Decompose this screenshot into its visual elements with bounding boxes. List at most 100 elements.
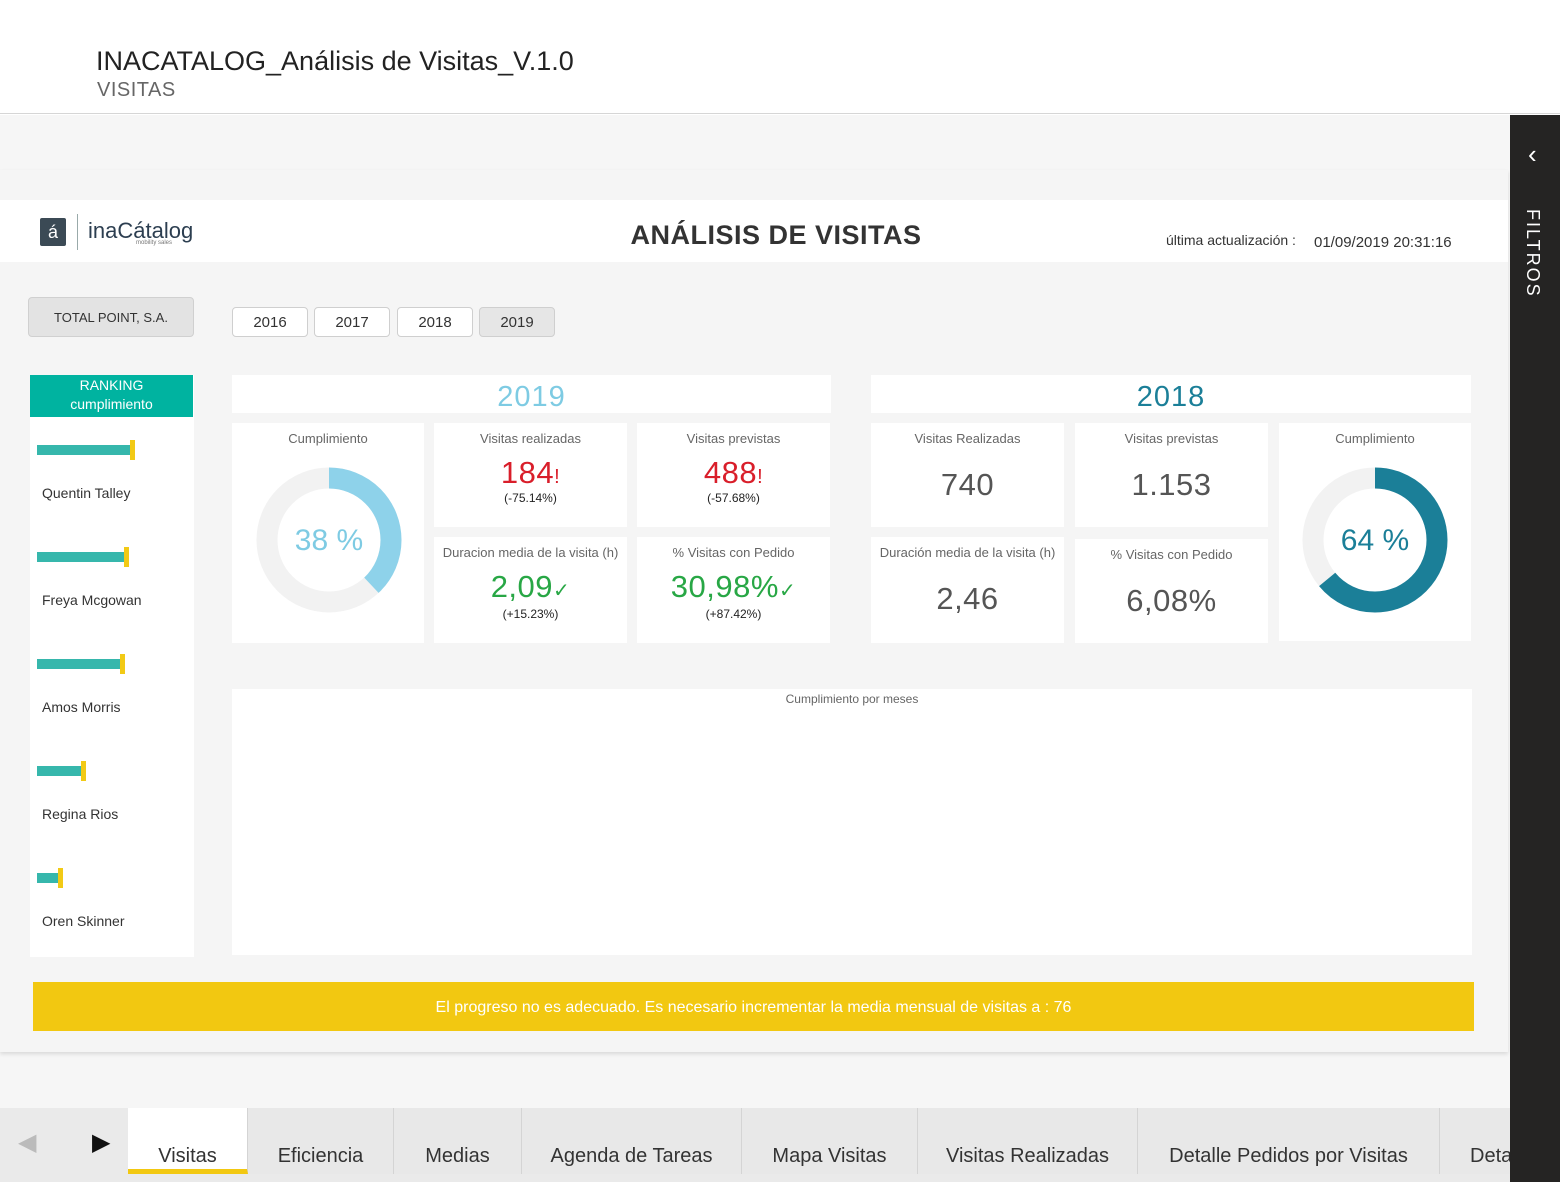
tab-visitas-realizadas[interactable]: Visitas Realizadas [918,1108,1138,1174]
ranking-target-marker [124,547,129,567]
year-slicer-2019[interactable]: 2019 [479,307,555,337]
filters-label: FILTROS [1523,209,1543,298]
pedido-2018-card: % Visitas con Pedido 6,08% [1075,539,1268,643]
ranking-target-marker [120,654,125,674]
kpi-change: (-75.14%) [504,491,557,505]
year-slicer-2017[interactable]: 2017 [314,307,390,337]
progress-alert-banner: El progreso no es adecuado. Es necesario… [33,982,1474,1031]
ranking-item[interactable]: Regina Rios [30,761,194,866]
year-slicer-2016[interactable]: 2016 [232,307,308,337]
kpi-value: 2,09 [490,569,554,604]
cumplimiento-2019-card: Cumplimiento 38 % [232,423,424,643]
kpi-value: 30,98% [670,569,779,604]
triangle-left-icon[interactable]: ◀ [18,1129,37,1156]
ranking-target-marker [58,868,63,888]
ranking-name: Freya Mcgowan [42,592,142,608]
card-label: Visitas previstas [686,431,781,446]
ranking-name: Regina Rios [42,806,119,822]
ranking-bar [37,766,81,776]
ranking-item[interactable]: Freya Mcgowan [30,547,194,652]
report-header-band [0,200,1508,262]
report-file-title: INACATALOG_Análisis de Visitas_V.1.0 [96,46,574,76]
ranking-name: Amos Morris [42,699,121,715]
card-label: Cumplimiento [288,431,368,446]
card-label: % Visitas con Pedido [1110,547,1233,562]
app-header: INACATALOG_Análisis de Visitas_V.1.0 VIS… [0,0,1560,114]
brand-name: inaCátalog [88,218,194,243]
ranking-target-marker [81,761,86,781]
card-label: Cumplimiento [1335,431,1415,446]
donut-2019: 38 % [256,467,402,613]
kpi-value: 740 [940,467,995,502]
page-subtitle: VISITAS [97,79,176,101]
ranking-name: Oren Skinner [42,913,125,929]
duracion-2018-card: Duración media de la visita (h) 2,46 [871,537,1064,643]
tab-eficiencia[interactable]: Eficiencia [248,1108,394,1174]
year-2019-header: 2019 [232,375,831,413]
ranking-name: Quentin Talley [42,485,131,501]
ranking-bar [37,659,120,669]
ranking-bar [37,445,130,455]
kpi-change: (+87.42%) [705,607,762,621]
ranking-bar [37,873,58,883]
kpi-value: 2,46 [936,581,999,616]
tab-medias[interactable]: Medias [394,1108,522,1174]
check-icon: ✓ [778,580,797,602]
kpi-value: 6,08% [1126,583,1217,618]
filters-pane[interactable]: ‹ FILTROS [1510,115,1560,1182]
visitas-previstas-2018-card: Visitas previstas 1.153 [1075,423,1268,527]
ranking-header: RANKING cumplimiento [30,375,193,417]
donut-value: 38 % [295,524,363,557]
ranking-bar [37,552,124,562]
page-tabs-bar: ◀ ▶ Visitas Eficiencia Medias Agenda de … [0,1108,1510,1182]
last-update-value: 01/09/2019 20:31:16 [1314,234,1452,251]
kpi-change: (-57.68%) [707,491,760,505]
visitas-previstas-2019-card: Visitas previstas 488! (-57.68%) [637,423,830,527]
cumplimiento-2018-card: Cumplimiento 64 % [1279,423,1471,641]
card-label: Visitas Realizadas [914,431,1021,446]
card-label: Visitas realizadas [480,431,581,446]
chart-title: Cumplimiento por meses [785,692,919,706]
tab-detalle-truncated[interactable]: Deta [1440,1108,1510,1174]
report-title: ANÁLISIS DE VISITAS [630,220,922,250]
donut-arc [1302,467,1448,613]
monthly-chart: Cumplimiento por meses 050100EneFebMarAb… [232,689,1472,955]
duracion-2019-card: Duracion media de la visita (h) 2,09✓ (+… [434,537,627,643]
kpi-value: 1.153 [1131,467,1212,502]
last-update-label: última actualización : [1166,232,1296,248]
card-label: Duracion media de la visita (h) [442,545,619,560]
triangle-right-icon[interactable]: ▶ [92,1129,111,1156]
year-2018-header: 2018 [871,375,1471,413]
tab-visitas[interactable]: Visitas [128,1108,248,1174]
ranking-target-marker [130,440,135,460]
tab-detalle-pedidos-por-visitas[interactable]: Detalle Pedidos por Visitas [1138,1108,1440,1174]
pedido-2019-card: % Visitas con Pedido 30,98%✓ (+87.42%) [637,537,830,643]
ranking-subtitle: cumplimiento [70,396,153,412]
card-label: % Visitas con Pedido [672,545,795,560]
kpi-value: 184 [500,455,555,490]
brand-logo-icon: á [40,218,66,246]
company-slicer-button[interactable]: TOTAL POINT, S.A. [28,297,194,337]
visitas-realizadas-2019-card: Visitas realizadas 184! (-75.14%) [434,423,627,527]
chevron-left-icon[interactable]: ‹ [1528,139,1537,169]
donut-value: 64 % [1341,524,1409,557]
chart-svg: 050100EneFebMarAbrMayJunJulAgoSepOctNovD… [232,689,1472,955]
check-icon: ✓ [553,580,571,602]
brand-tagline: mobility sales [136,240,173,246]
alert-icon: ! [757,466,764,488]
tab-agenda-de-tareas[interactable]: Agenda de Tareas [522,1108,742,1174]
logo-divider [77,214,78,250]
ranking-title: RANKING [79,377,144,393]
ranking-item[interactable]: Oren Skinner [30,868,194,973]
tab-mapa-visitas[interactable]: Mapa Visitas [742,1108,918,1174]
donut-arc [256,467,402,613]
card-label: Visitas previstas [1124,431,1219,446]
report-page: á inaCátalog mobility sales ANÁLISIS DE … [0,170,1508,1052]
kpi-change: (+15.23%) [502,607,559,621]
ranking-item[interactable]: Amos Morris [30,654,194,759]
visitas-realizadas-2018-card: Visitas Realizadas 740 [871,423,1064,527]
year-slicer-2018[interactable]: 2018 [397,307,473,337]
ranking-item[interactable]: Quentin Talley [30,440,194,545]
kpi-value: 488 [703,455,758,490]
ranking-panel: RANKING cumplimiento Quentin Talley Freya… [30,375,194,957]
